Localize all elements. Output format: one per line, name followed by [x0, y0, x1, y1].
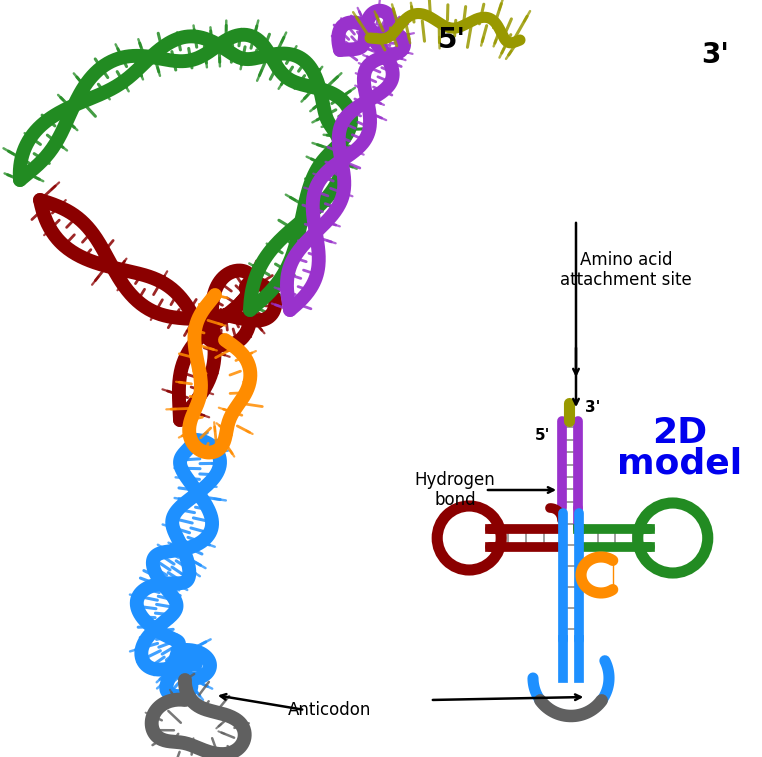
Text: Hydrogen
bond: Hydrogen bond: [415, 471, 495, 509]
Text: Amino acid
attachment site: Amino acid attachment site: [560, 251, 692, 289]
Text: Anticodon: Anticodon: [288, 701, 372, 719]
Text: model: model: [617, 446, 742, 480]
Text: 2D: 2D: [652, 416, 708, 450]
Text: 3': 3': [585, 400, 600, 416]
Text: 5': 5': [536, 428, 551, 444]
Text: 5': 5': [438, 26, 466, 54]
Text: 3': 3': [701, 41, 729, 69]
